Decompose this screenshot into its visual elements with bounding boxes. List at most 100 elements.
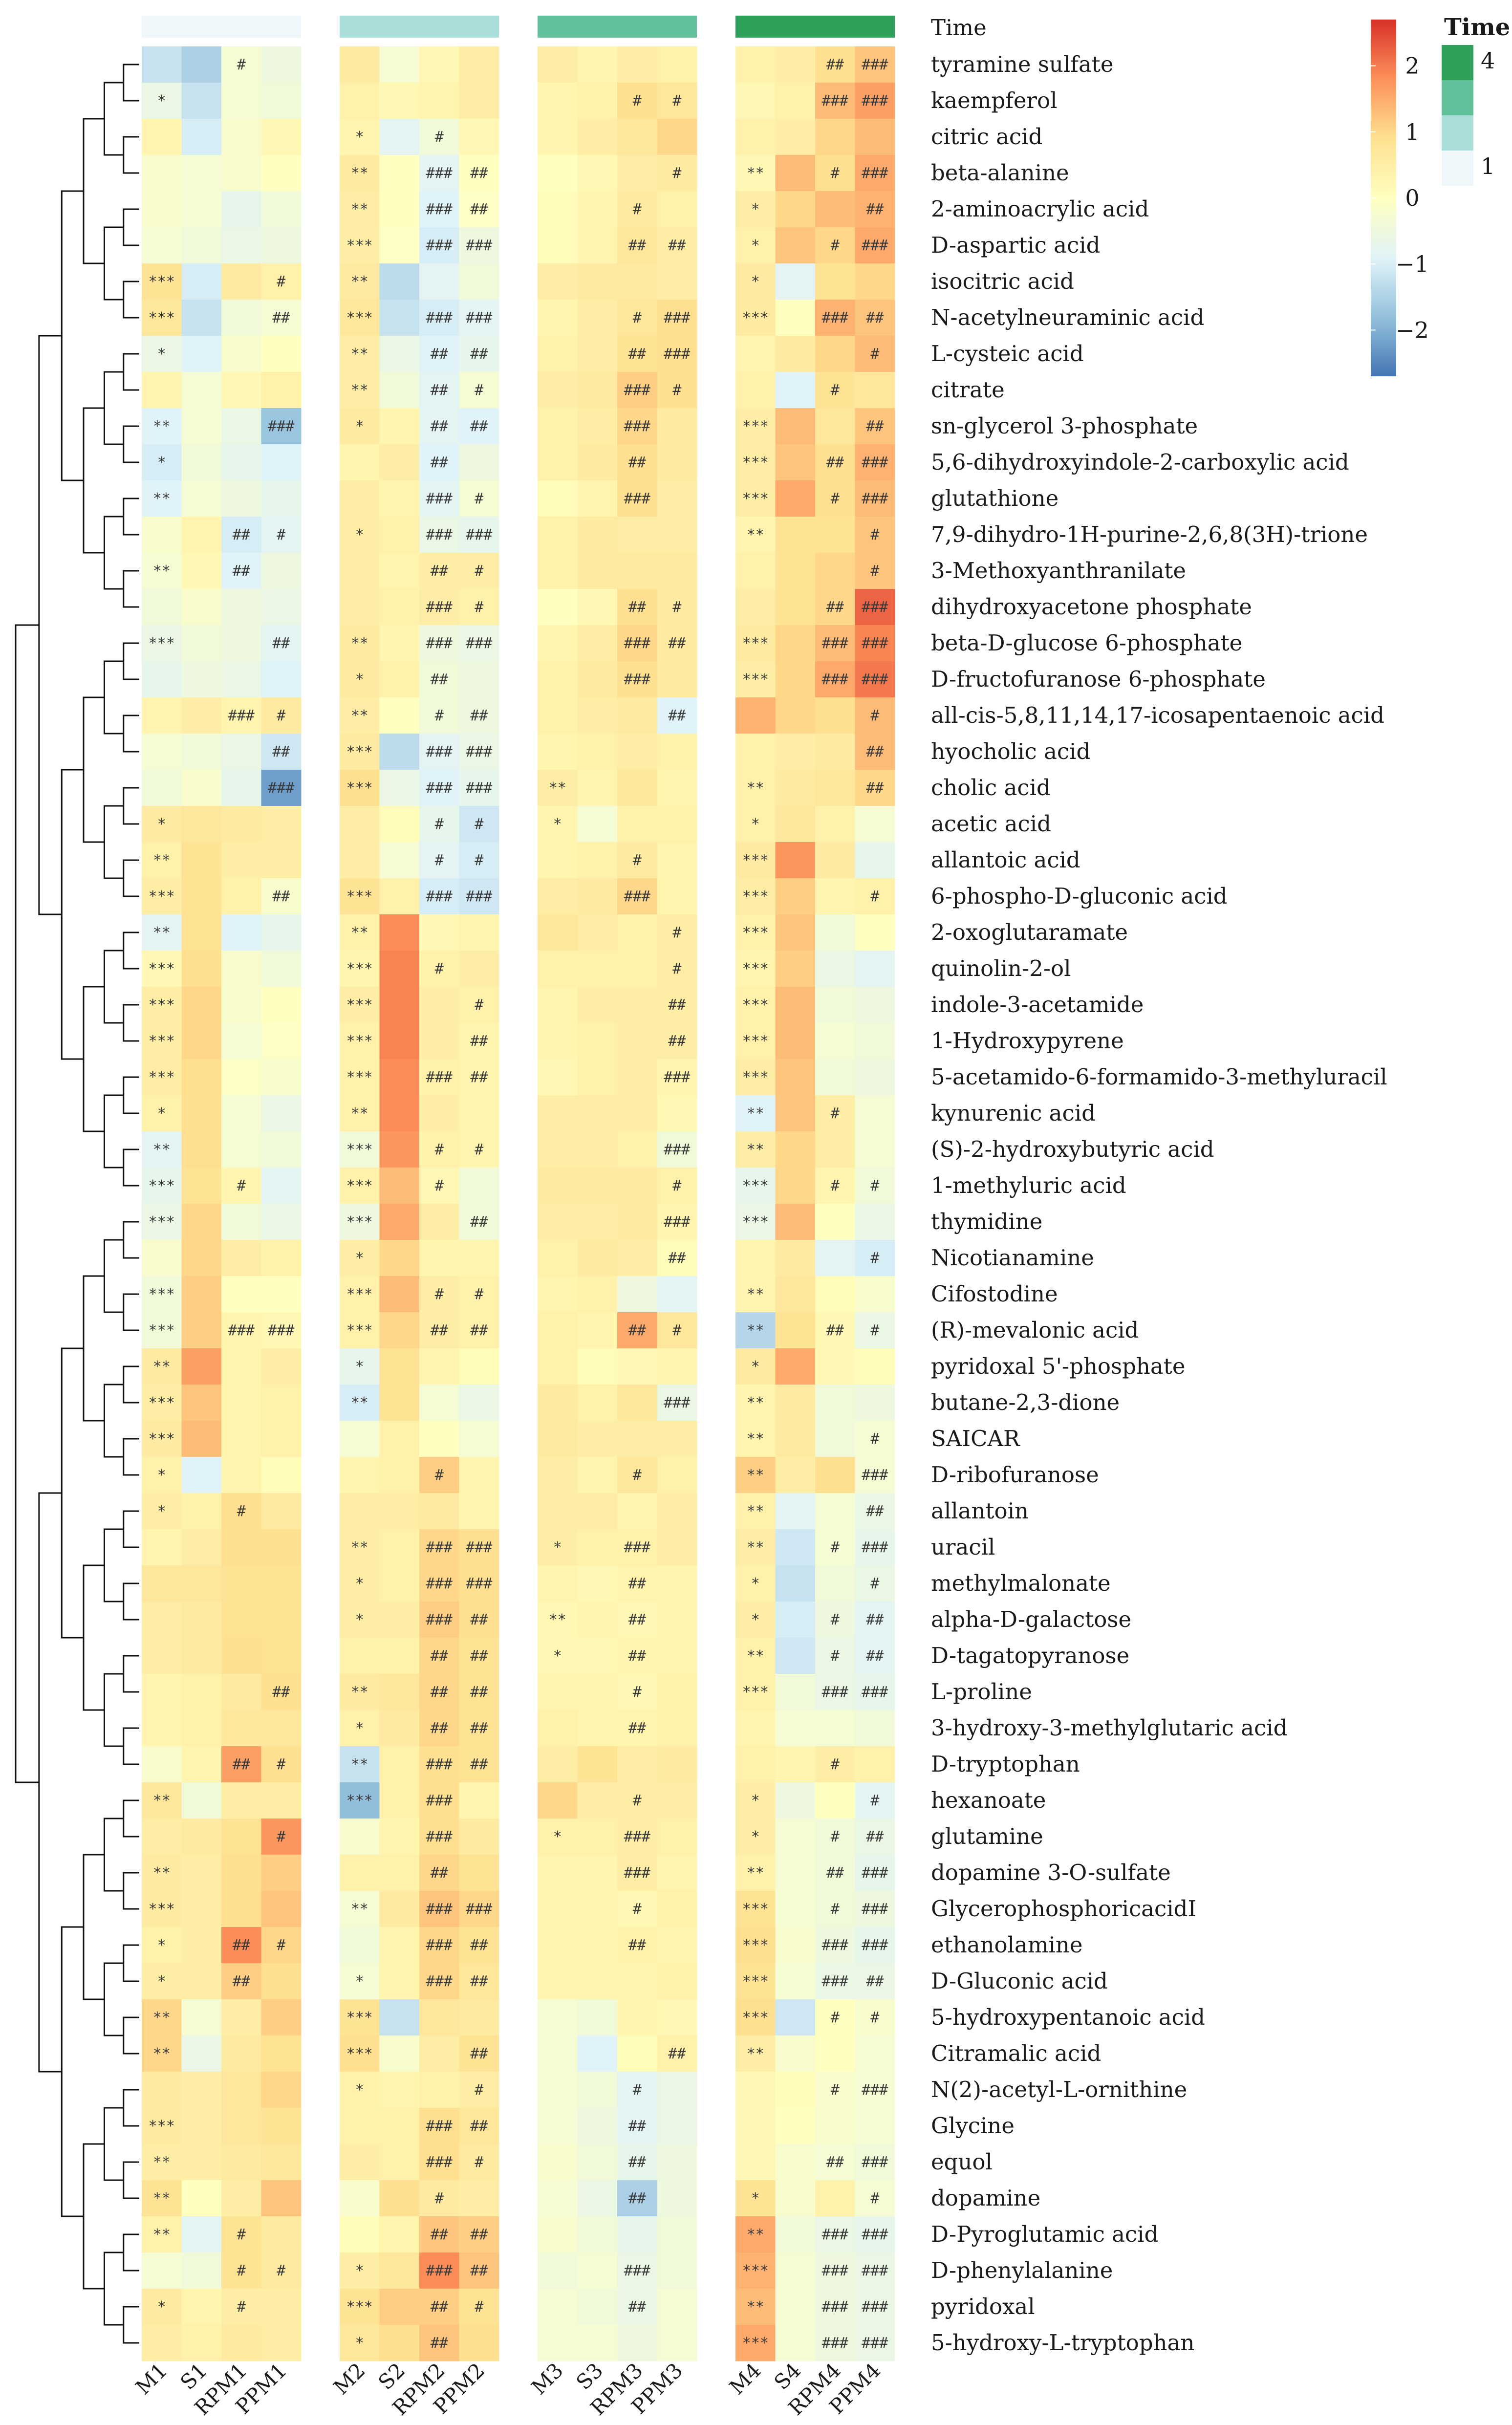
significance-mark: #	[237, 2298, 246, 2316]
significance-mark: **	[153, 1141, 171, 1158]
significance-mark: ##	[826, 2154, 844, 2171]
significance-mark: **	[153, 490, 171, 507]
significance-mark: ***	[149, 1901, 175, 1918]
heatmap-cell	[657, 1493, 697, 1530]
row-label: 5-hydroxy-L-tryptophan	[931, 2330, 1194, 2356]
heatmap-cell	[261, 1710, 302, 1747]
significance-mark: #	[672, 924, 681, 941]
significance-mark: #	[435, 960, 444, 977]
row-label: 1-Hydroxypyrene	[931, 1028, 1124, 1054]
heatmap-cell	[379, 1023, 420, 1060]
heatmap-cell	[577, 878, 618, 915]
heatmap-cell	[419, 1204, 459, 1240]
heatmap-cell	[735, 1782, 776, 1819]
heatmap-cell	[142, 119, 182, 155]
dendrogram-branch	[123, 715, 139, 753]
heatmap-cell	[221, 842, 261, 879]
significance-mark: ##	[431, 2298, 448, 2316]
heatmap-cell	[617, 2180, 657, 2217]
heatmap-cell	[340, 914, 380, 951]
heatmap-cell	[340, 1819, 380, 1855]
heatmap-cell	[221, 191, 261, 228]
significance-mark: *	[355, 1250, 364, 1267]
heatmap-cell	[815, 2180, 855, 2217]
heatmap-cell	[577, 1023, 618, 1060]
significance-mark: **	[351, 1539, 368, 1556]
heatmap-cell	[379, 806, 420, 843]
heatmap-cell	[221, 2144, 261, 2181]
heatmap-cell	[617, 300, 657, 336]
heatmap-cell	[735, 1276, 776, 1313]
significance-mark: ##	[628, 1322, 646, 1339]
heatmap-cell	[735, 1602, 776, 1638]
heatmap-cell	[577, 336, 618, 372]
heatmap-cell	[459, 300, 499, 336]
significance-mark: ***	[346, 1286, 373, 1303]
heatmap-cell	[538, 1312, 578, 1349]
heatmap-cell	[775, 1385, 816, 1421]
heatmap-cell	[261, 1782, 302, 1819]
significance-mark: ##	[826, 56, 844, 73]
heatmap-cell	[577, 2216, 618, 2253]
heatmap-cell	[181, 1023, 222, 1060]
heatmap-cell	[815, 625, 855, 662]
significance-mark: #	[870, 888, 879, 905]
significance-mark: ###	[862, 237, 888, 254]
heatmap-cell	[577, 1710, 618, 1747]
heatmap-cell	[657, 155, 697, 192]
heatmap-cell	[538, 227, 578, 264]
heatmap-cell	[181, 480, 222, 517]
heatmap-cell	[538, 661, 578, 698]
heatmap-cell	[261, 553, 302, 589]
heatmap-cell	[735, 2252, 776, 2289]
heatmap-cell	[419, 1674, 459, 1710]
heatmap-cell	[815, 517, 855, 553]
heatmap-cell	[577, 2072, 618, 2108]
heatmap-cell	[459, 1095, 499, 1132]
significance-mark: ##	[470, 1720, 488, 1737]
heatmap-cell	[657, 83, 697, 119]
significance-mark: #	[435, 707, 444, 724]
heatmap-cell	[855, 734, 895, 770]
heatmap-cell	[221, 1385, 261, 1421]
heatmap-cell	[142, 2216, 182, 2253]
heatmap-cell	[379, 1095, 420, 1132]
significance-mark: ##	[272, 309, 290, 326]
heatmap-cell	[261, 2035, 302, 2072]
significance-mark: ##	[470, 1069, 488, 1086]
heatmap-cell	[775, 2108, 816, 2144]
heatmap-cell	[855, 1927, 895, 1964]
heatmap-cell	[142, 1457, 182, 1494]
heatmap-cell	[735, 2289, 776, 2325]
heatmap-cell	[181, 697, 222, 734]
significance-mark: **	[153, 852, 171, 869]
dendrogram-branch	[123, 642, 139, 680]
heatmap-cell	[379, 2108, 420, 2144]
heatmap-cell	[855, 1674, 895, 1710]
heatmap-cell	[815, 1131, 855, 1168]
heatmap-cell	[855, 842, 895, 879]
heatmap-cell	[538, 2108, 578, 2144]
heatmap-cell	[775, 1493, 816, 1530]
significance-mark: ##	[431, 454, 448, 471]
heatmap-cell	[459, 119, 499, 155]
time-legend-title: Time	[1444, 14, 1510, 41]
heatmap-cell	[379, 1204, 420, 1240]
heatmap-cell	[340, 1385, 380, 1421]
heatmap-cell	[181, 155, 222, 192]
significance-mark: ###	[862, 56, 888, 73]
significance-mark: **	[351, 201, 368, 218]
significance-mark: ##	[628, 454, 646, 471]
heatmap-cell	[815, 2289, 855, 2325]
significance-mark: **	[747, 1539, 764, 1556]
heatmap-cell	[815, 1999, 855, 2036]
heatmap-cell	[419, 1348, 459, 1385]
heatmap-cell	[261, 1095, 302, 1132]
heatmap-cell	[379, 1421, 420, 1457]
significance-mark: #	[831, 237, 840, 254]
heatmap-cell	[459, 1529, 499, 1566]
heatmap-cell	[617, 1276, 657, 1313]
heatmap-cell	[855, 1638, 895, 1674]
heatmap-cell	[657, 2325, 697, 2361]
significance-mark: ###	[624, 635, 650, 652]
